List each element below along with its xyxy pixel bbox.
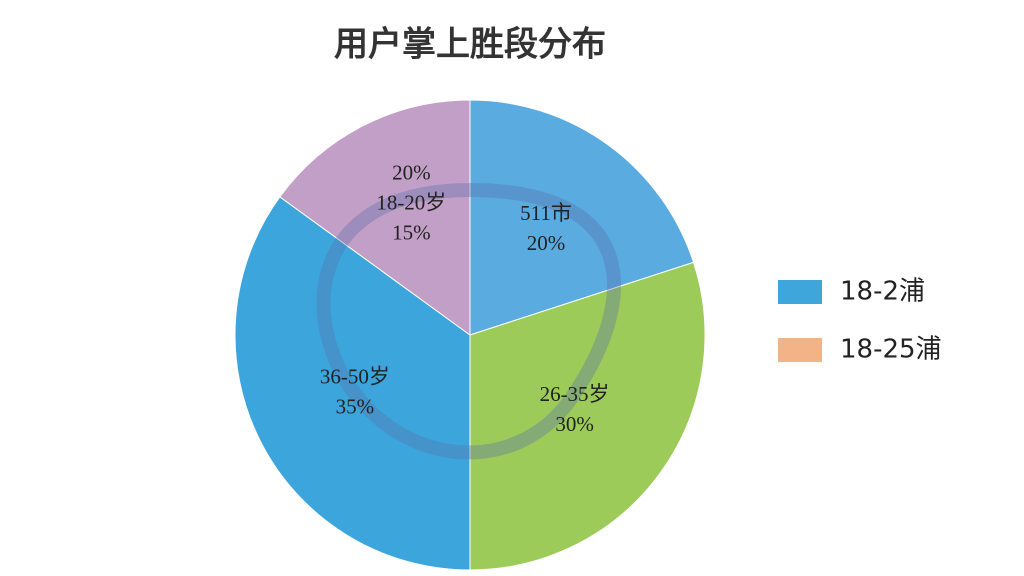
pie-slice [234, 196, 471, 571]
slice-value-label: 30% [555, 412, 594, 436]
legend-swatch [778, 338, 822, 362]
chart-title: 用户掌上胜段分布 [334, 25, 606, 65]
slice-category: 511市 [520, 201, 572, 225]
pie-slice [469, 261, 706, 571]
legend-label: 18-2浦 [840, 277, 925, 307]
legend-swatch [778, 280, 822, 304]
decor-ring [316, 182, 621, 460]
slice-value-label: 35% [336, 394, 375, 418]
pie-slice [469, 99, 695, 336]
slice-annotation: 20% [392, 161, 431, 185]
slice-category: 26-35岁 [540, 382, 610, 406]
slice-value-label: 20% [527, 231, 566, 255]
slice-category: 18-20岁 [376, 191, 446, 215]
slice-value-label: 15% [392, 221, 431, 245]
slice-category: 36-50岁 [320, 364, 390, 388]
legend-label: 18-25浦 [840, 335, 942, 365]
pie-slice [279, 99, 471, 336]
